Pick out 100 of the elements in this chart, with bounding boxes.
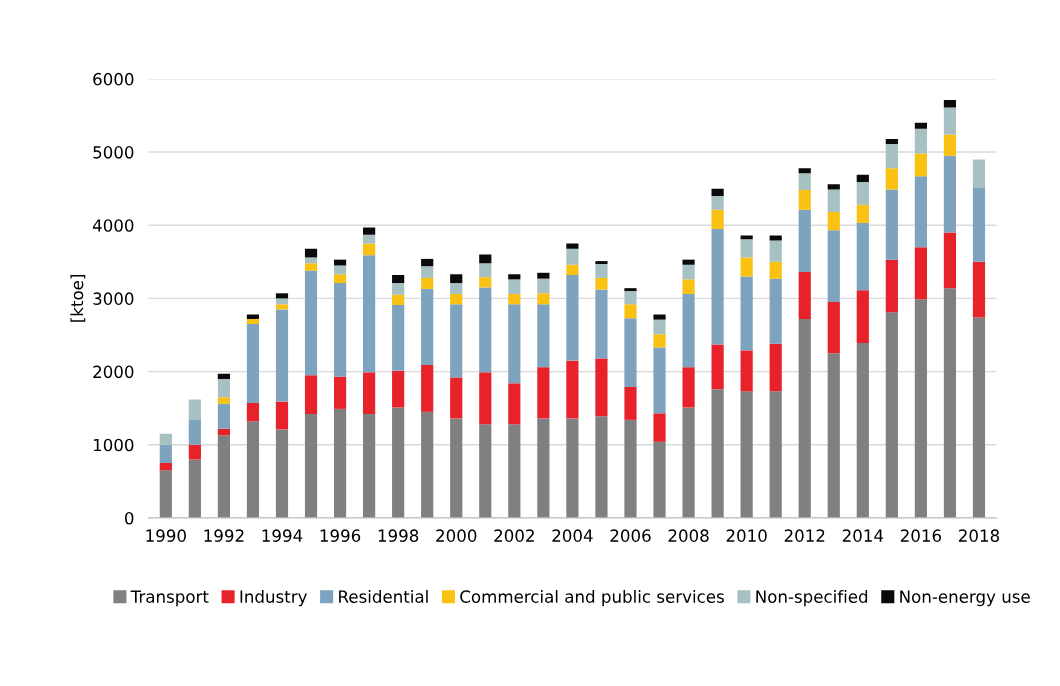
bar — [537, 304, 550, 368]
bar — [943, 232, 957, 289]
bar — [217, 428, 231, 436]
bar — [217, 373, 231, 379]
bar — [421, 365, 434, 412]
bar — [421, 288, 434, 365]
bar — [769, 391, 782, 518]
bar — [653, 334, 666, 348]
bar — [246, 403, 260, 422]
legend-label: Non-energy use — [900, 590, 1030, 607]
bar — [566, 248, 579, 265]
bar — [363, 372, 376, 415]
bar — [711, 389, 724, 518]
bar — [217, 435, 231, 518]
bar — [740, 350, 753, 392]
bar — [972, 261, 986, 318]
bar — [856, 343, 869, 518]
bar — [914, 122, 927, 129]
bar — [595, 264, 608, 278]
bar — [537, 293, 550, 305]
bar — [566, 418, 579, 518]
bar — [275, 309, 289, 402]
bar — [682, 407, 695, 518]
bar — [595, 277, 608, 290]
y-tick-label: 3000 — [93, 292, 134, 305]
y-axis-title: [ktoe] — [70, 275, 86, 322]
bar — [624, 386, 637, 420]
bar — [595, 289, 608, 359]
bar — [217, 378, 231, 398]
bar — [392, 370, 405, 408]
bar — [392, 407, 405, 518]
bar — [392, 294, 405, 305]
bar — [479, 263, 492, 278]
x-tick-label: 2010 — [726, 529, 767, 542]
x-tick-label: 2000 — [436, 529, 477, 542]
bar — [624, 288, 637, 292]
bar — [421, 258, 434, 267]
bar — [508, 383, 521, 425]
bar — [943, 134, 957, 156]
bar — [363, 227, 376, 235]
bar — [304, 270, 318, 376]
bar — [711, 209, 724, 229]
bar — [798, 173, 811, 191]
x-tick-label: 2002 — [494, 529, 534, 542]
bar — [392, 274, 405, 284]
bar — [508, 279, 521, 295]
legend-label: Residential — [339, 590, 428, 603]
bar — [798, 190, 811, 210]
bar — [304, 375, 318, 415]
legend-label: Non-specified — [756, 590, 868, 607]
bar — [624, 291, 637, 305]
bar — [304, 248, 318, 258]
x-tick-label: 1994 — [262, 529, 303, 542]
x-tick-label: 2016 — [900, 529, 942, 542]
x-tick-label: 2004 — [552, 529, 593, 542]
bar — [943, 288, 957, 518]
bar — [798, 318, 811, 518]
bar — [333, 265, 347, 275]
bar — [450, 418, 463, 518]
bar — [537, 367, 550, 419]
bar — [333, 283, 347, 377]
bar — [508, 304, 521, 384]
bar — [943, 100, 957, 108]
bar — [711, 228, 724, 345]
x-tick-label: 1998 — [378, 529, 419, 542]
bar — [421, 411, 434, 518]
bar — [885, 138, 898, 145]
bar — [479, 277, 492, 288]
bar — [798, 168, 811, 174]
bar — [217, 403, 231, 429]
bar — [450, 304, 463, 378]
bar — [827, 302, 840, 354]
bar — [711, 188, 724, 196]
bar — [914, 299, 927, 518]
bar — [450, 377, 463, 419]
bar — [479, 424, 492, 518]
bar — [885, 168, 898, 190]
bar — [653, 314, 666, 320]
bar — [769, 240, 782, 262]
bar — [827, 189, 840, 213]
bar — [682, 264, 695, 280]
bar — [392, 283, 405, 295]
bar — [537, 272, 550, 279]
bar — [682, 294, 695, 368]
bar — [914, 128, 927, 154]
bar — [885, 312, 898, 518]
bar — [769, 261, 782, 279]
y-tick-label: 5000 — [93, 146, 134, 159]
bar — [566, 274, 579, 361]
bar — [769, 235, 782, 241]
bar — [624, 318, 637, 387]
bar — [885, 189, 898, 260]
bar — [798, 209, 811, 273]
y-tick-label: 0 — [125, 511, 134, 525]
bar — [856, 174, 869, 183]
bar — [392, 305, 405, 371]
legend-label: Industry — [240, 590, 307, 607]
bar — [885, 144, 898, 169]
bar — [333, 274, 347, 284]
bar — [188, 459, 201, 518]
